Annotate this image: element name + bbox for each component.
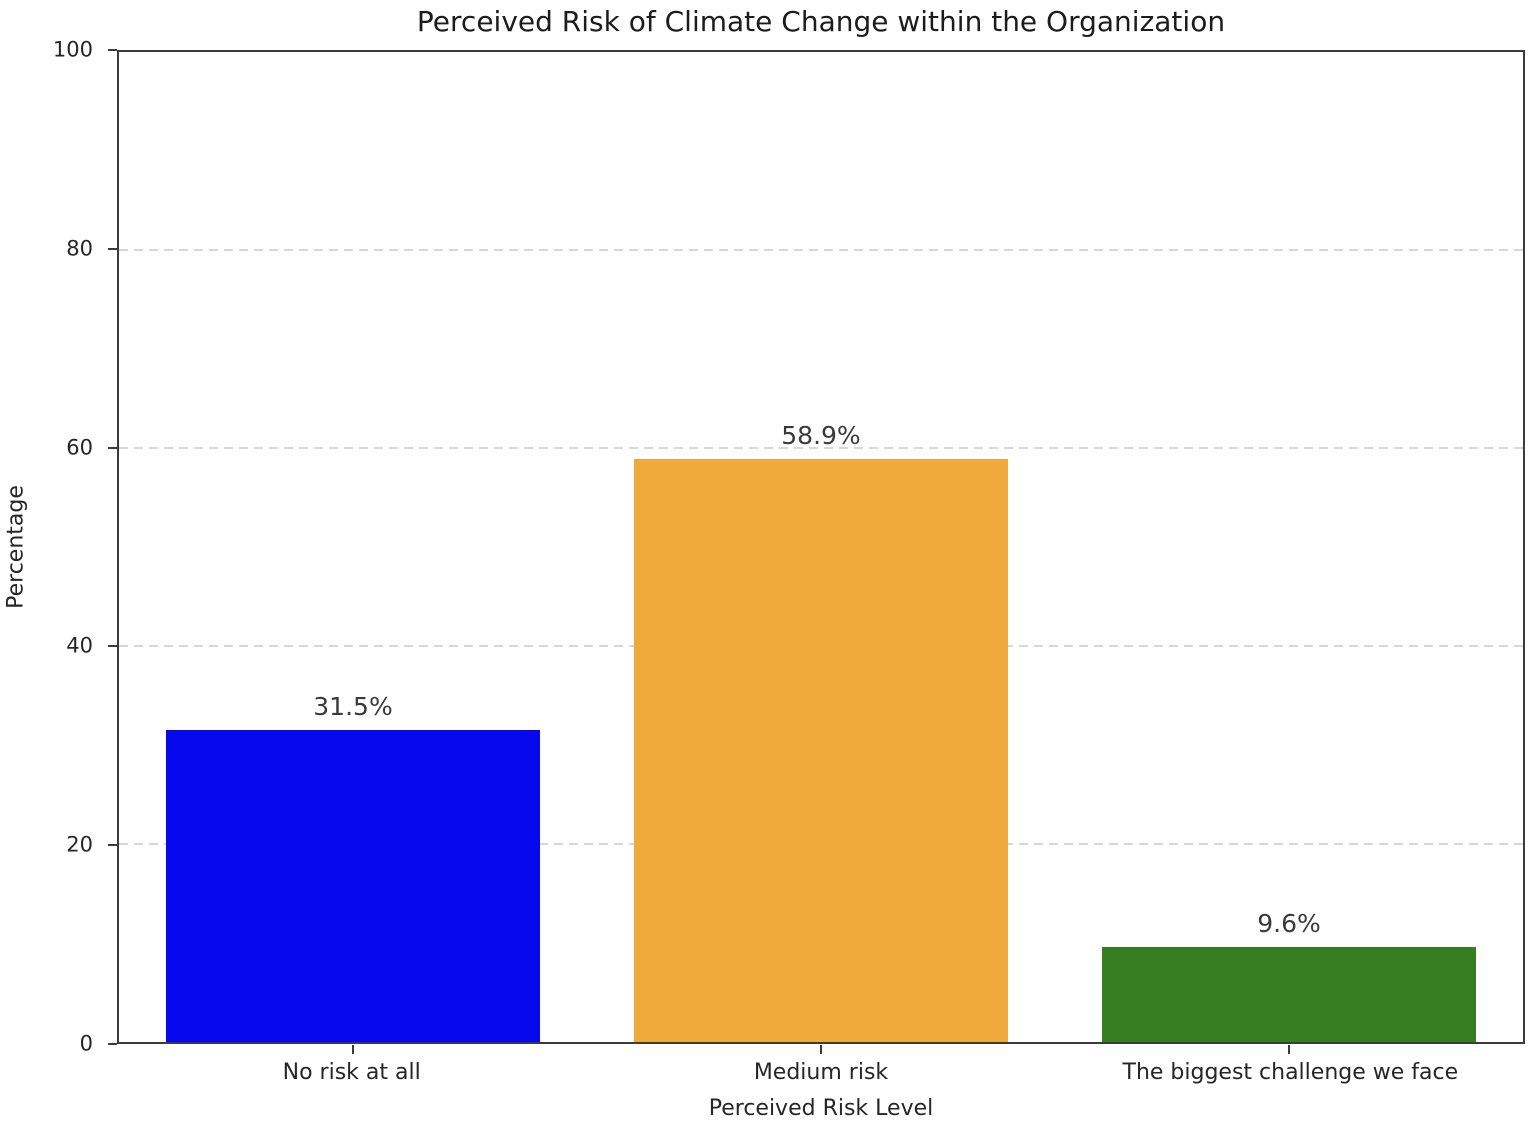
y-tick-label: 100	[52, 37, 93, 62]
bar-group: 58.9%	[587, 52, 1055, 1054]
x-tick-label: No risk at all	[282, 1060, 421, 1085]
y-tick-mark	[108, 247, 117, 250]
y-tick-label: 40	[66, 633, 93, 658]
gridline	[119, 447, 1523, 449]
bar-value-label: 31.5%	[313, 692, 393, 722]
bar	[633, 458, 1009, 1042]
x-axis-label: Perceived Risk Level	[708, 1096, 934, 1121]
y-tick-label: 20	[66, 832, 93, 857]
y-tick-mark	[108, 49, 117, 51]
y-tick-mark	[108, 645, 117, 648]
x-tick-mark	[1287, 1045, 1290, 1054]
y-tick-mark	[108, 1043, 117, 1045]
x-tick-mark	[351, 1045, 354, 1054]
bar-group: 9.6%	[1055, 52, 1523, 1054]
x-axis: No risk at all Medium risk The biggest c…	[117, 1060, 1525, 1085]
bar-value-label: 58.9%	[781, 420, 861, 450]
y-axis: 0 20 40 60 80 100	[0, 39, 117, 1054]
y-tick-mark	[108, 446, 117, 449]
chart-title: Perceived Risk of Climate Change within …	[416, 5, 1226, 38]
y-tick-label: 0	[79, 1031, 93, 1056]
x-tick-label: Medium risk	[753, 1060, 889, 1085]
y-tick-label: 80	[66, 236, 93, 261]
x-tick-mark	[819, 1045, 822, 1054]
x-tick-label: The biggest challenge we face	[1122, 1060, 1459, 1085]
bar	[165, 730, 541, 1042]
bar-group: 31.5%	[119, 52, 587, 1054]
y-tick-label: 60	[66, 435, 93, 460]
bar	[1101, 946, 1477, 1042]
y-tick-mark	[108, 844, 117, 847]
bar-value-label: 9.6%	[1257, 908, 1321, 938]
plot-area: 31.5% 58.9% 9.6%	[117, 50, 1525, 1054]
gridline	[119, 249, 1523, 251]
